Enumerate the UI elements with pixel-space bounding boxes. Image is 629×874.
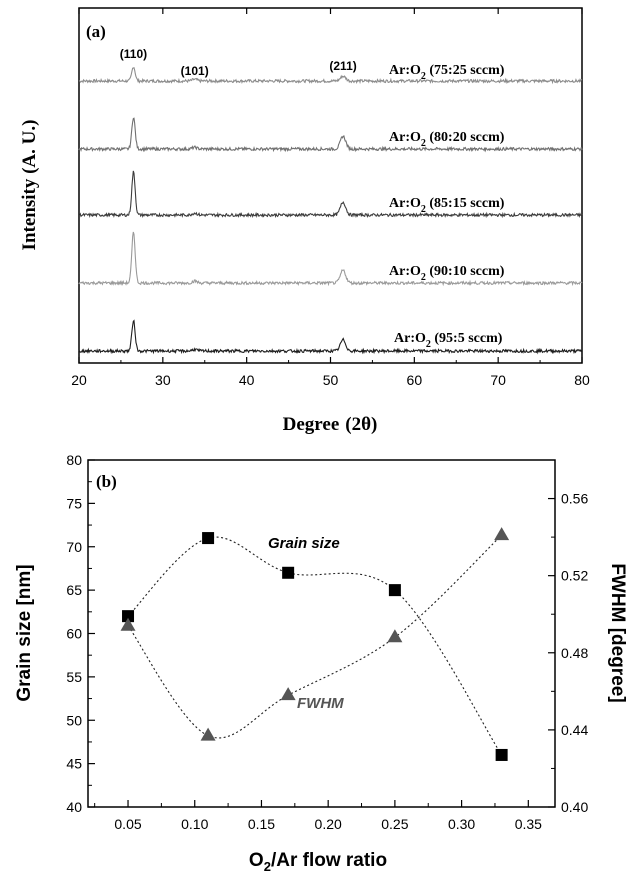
panel-a-traces	[78, 66, 583, 355]
grain-size-marker	[282, 566, 295, 579]
panel-b-y2-tick-label: 0.44	[561, 722, 588, 738]
panel-a-x-tick-label: 80	[574, 372, 590, 388]
panel-b-grain-fwhm-chart: (b) 0.05 0.10 0.15 0.20 0.25 0.30 0.35 40 45 50 55…	[14, 452, 628, 874]
fwhm-marker	[200, 727, 216, 741]
panel-b-y-tick-label: 55	[66, 669, 82, 685]
panel-b-ticks: 0.05 0.10 0.15 0.20 0.25 0.30 0.35 40 45 50 55 60 65…	[66, 452, 588, 832]
panel-b-y-tick-label: 80	[66, 452, 82, 468]
panel-b-y-tick-label: 45	[66, 756, 82, 772]
fwhm-marker	[120, 617, 136, 631]
grain-size-annotation: Grain size	[268, 535, 340, 552]
panel-a-x-ticks: 20 30 40 50 60 70 80	[71, 8, 590, 388]
panel-a-x-tick-label: 40	[239, 372, 255, 388]
xrd-trace	[78, 170, 583, 219]
panel-b-y-axis-title: Grain size [nm]	[14, 564, 35, 701]
panel-a-x-axis-word: Degree	[283, 414, 340, 435]
panel-a-y-axis-title: Intensity (A. U.)	[19, 120, 40, 251]
panel-b-y2-tick-label: 0.56	[561, 491, 588, 507]
panel-b-y-tick-label: 40	[66, 799, 82, 815]
trace-series-label: Ar:O2 (85:15 sccm)	[389, 196, 505, 215]
trace-series-label: Ar:O2 (80:20 sccm)	[389, 130, 505, 149]
grain-size-curve	[127, 536, 503, 756]
panel-b-x-axis-main: O	[249, 850, 264, 871]
panel-a-x-axis-symbol: (2θ)	[345, 414, 377, 435]
panel-a-xrd-chart: (a) (110)(101) (211) Ar:O2 (75:25 sccm)Ar…	[19, 7, 590, 435]
panel-a-x-tick-label: 60	[407, 372, 423, 388]
xrd-trace	[78, 231, 583, 287]
panel-b-x-tick-label: 0.05	[114, 816, 141, 832]
grain-size-marker	[388, 584, 401, 597]
panel-a-x-tick-label: 70	[490, 372, 506, 388]
peak-label: (101)	[181, 64, 209, 78]
fwhm-marker	[387, 629, 403, 643]
trace-series-label: Ar:O2 (90:10 sccm)	[389, 264, 505, 283]
panel-b-x-tick-label: 0.25	[381, 816, 408, 832]
panel-b-x-tick-label: 0.35	[515, 816, 542, 832]
panel-b-y-tick-label: 75	[66, 495, 82, 511]
xrd-trace	[78, 319, 583, 355]
panel-b-y2-axis-title: FWHM [degree]	[607, 563, 628, 702]
grain-size-marker	[122, 610, 135, 623]
xrd-trace	[78, 117, 583, 153]
panel-a-x-tick-label: 50	[323, 372, 339, 388]
trace-series-label: Ar:O2 (95:5 sccm)	[394, 331, 503, 350]
panel-b-x-tick-label: 0.15	[248, 816, 275, 832]
panel-b-curves	[127, 534, 503, 756]
panel-b-x-tick-label: 0.20	[315, 816, 342, 832]
panel-b-plot-frame	[87, 459, 556, 808]
grain-size-marker	[202, 532, 215, 545]
panel-b-y-tick-label: 70	[66, 539, 82, 555]
panel-b-y-tick-label: 60	[66, 626, 82, 642]
panel-b-x-axis-title: O2/Ar flow ratio	[249, 850, 387, 874]
peak-label: (211)	[329, 59, 356, 73]
panel-a-series-labels: Ar:O2 (75:25 sccm) Ar:O2 (80:20 sccm) Ar:O…	[389, 63, 505, 350]
panel-b-x-axis-tail: /Ar flow ratio	[271, 850, 387, 871]
panel-b-x-axis-sub: 2	[264, 859, 271, 874]
panel-b-label: (b)	[96, 472, 117, 491]
panel-b-y2-tick-label: 0.52	[561, 568, 588, 584]
trace-series-label: Ar:O2 (75:25 sccm)	[389, 63, 505, 82]
panel-a-x-tick-label: 30	[155, 372, 171, 388]
fwhm-marker	[280, 687, 296, 701]
peak-label: (110)	[120, 47, 147, 61]
panel-b-y-tick-label: 65	[66, 582, 82, 598]
panel-a-label: (a)	[86, 22, 106, 41]
panel-b-y-tick-label: 50	[66, 712, 82, 728]
panel-b-x-tick-label: 0.30	[448, 816, 475, 832]
panel-b-markers	[120, 527, 510, 761]
panel-b-y2-tick-label: 0.48	[561, 645, 588, 661]
panel-b-y2-tick-label: 0.40	[561, 799, 588, 815]
fwhm-annotation: FWHM	[297, 695, 344, 712]
panel-b-x-tick-label: 0.10	[181, 816, 208, 832]
panel-a-x-tick-label: 20	[71, 372, 87, 388]
grain-size-marker	[495, 748, 508, 761]
fwhm-marker	[494, 527, 510, 541]
xrd-trace	[78, 66, 583, 85]
panel-a-x-axis-title: Degree (2θ)	[283, 414, 378, 435]
panel-a-peak-labels: (110) (101) (211)	[120, 47, 357, 78]
